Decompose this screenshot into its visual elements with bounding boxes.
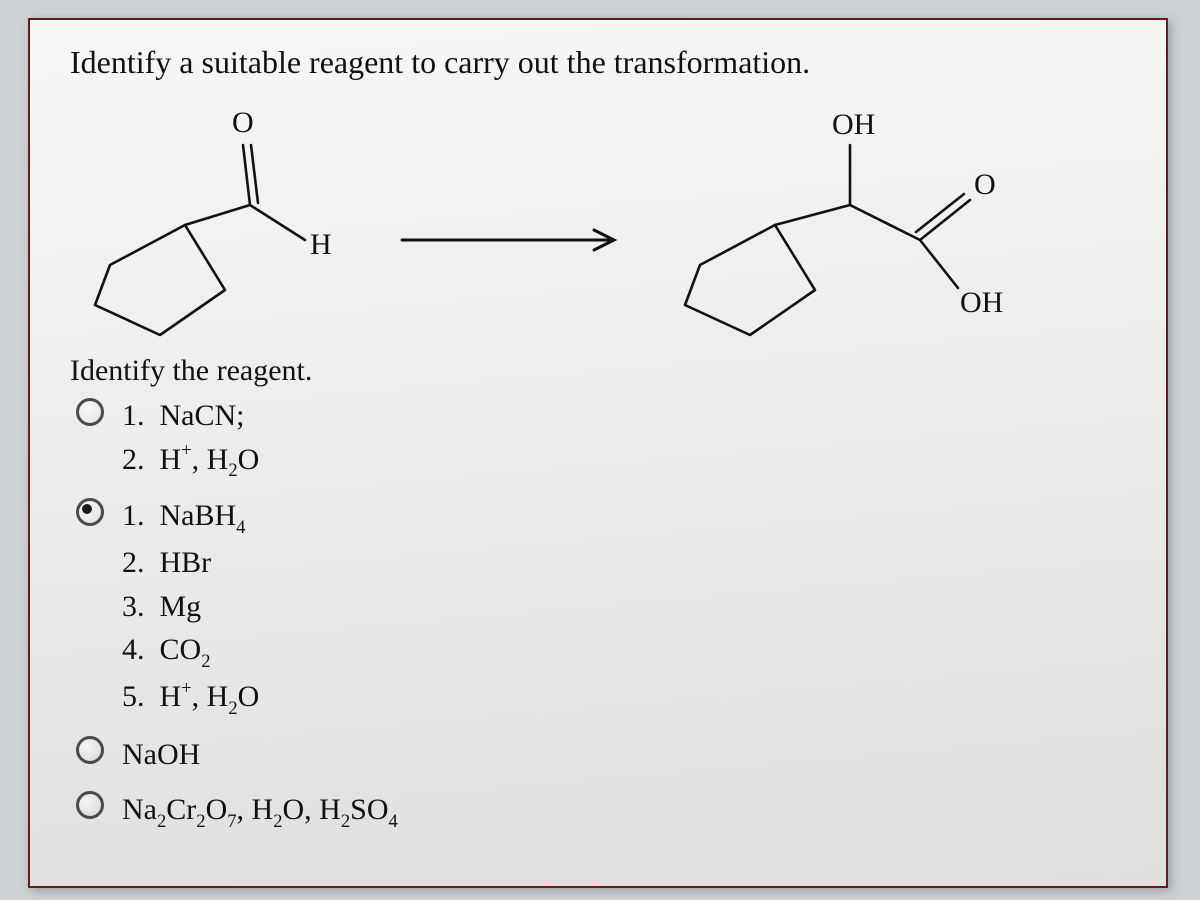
radio-D[interactable] bbox=[76, 791, 104, 819]
question-title: Identify a suitable reagent to carry out… bbox=[70, 42, 1132, 82]
option-B-text: 1. NaBH42. HBr3. Mg4. CO25. H+, H2O bbox=[122, 494, 259, 722]
radio-B[interactable] bbox=[76, 498, 104, 526]
option-B[interactable]: 1. NaBH42. HBr3. Mg4. CO25. H+, H2O bbox=[70, 494, 1132, 722]
option-A[interactable]: 1. NaCN;2. H+, H2O bbox=[70, 394, 1132, 484]
product-OH-right-label: OH bbox=[960, 286, 1003, 319]
product-structure: OH O OH bbox=[660, 90, 1090, 350]
reaction-scheme: O H bbox=[70, 90, 1132, 350]
reactant-H-label: H bbox=[310, 228, 332, 261]
option-A-text: 1. NaCN;2. H+, H2O bbox=[122, 394, 259, 484]
product-OH-top-label: OH bbox=[832, 108, 875, 141]
reactant-O-label: O bbox=[232, 106, 254, 139]
option-D-text: Na2Cr2O7, H2O, H2SO4 bbox=[122, 787, 398, 835]
option-C[interactable]: NaOH bbox=[70, 732, 1132, 777]
options-group: 1. NaCN;2. H+, H2O 1. NaBH42. HBr3. Mg4. … bbox=[70, 394, 1132, 835]
reaction-arrow bbox=[390, 90, 650, 350]
radio-C[interactable] bbox=[76, 736, 104, 764]
product-O-label: O bbox=[974, 168, 996, 201]
option-D[interactable]: Na2Cr2O7, H2O, H2SO4 bbox=[70, 787, 1132, 835]
reactant-structure: O H bbox=[70, 90, 390, 350]
subheading: Identify the reagent. bbox=[70, 354, 1132, 388]
option-C-text: NaOH bbox=[122, 732, 200, 777]
radio-A[interactable] bbox=[76, 398, 104, 426]
question-card: Identify a suitable reagent to carry out… bbox=[28, 18, 1168, 888]
